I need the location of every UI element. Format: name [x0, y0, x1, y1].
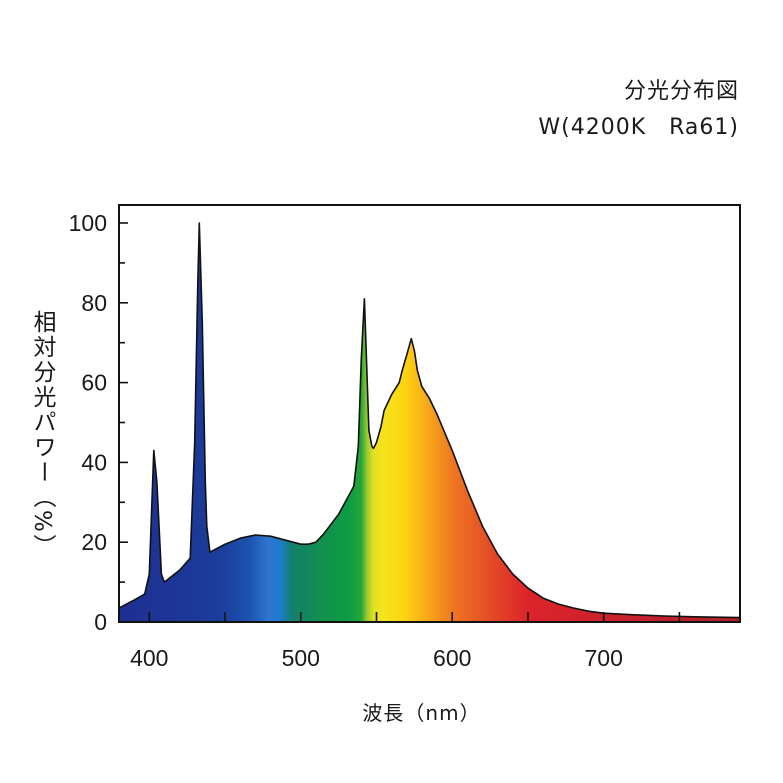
y-tick-label: 100	[69, 210, 107, 236]
axis-layer: 0 20 40 60 80 100 400 500 600 700	[69, 204, 741, 671]
y-tick-label: 20	[81, 529, 107, 555]
y-axis-label-wrap: 相対分光パワー（%）	[24, 310, 60, 570]
x-tick-label: 500	[282, 645, 320, 671]
title-block: 分光分布図 W(4200K Ra61)	[538, 74, 739, 146]
y-axis-label: 相対分光パワー（%）	[29, 310, 55, 559]
x-tick-label: 400	[130, 645, 168, 671]
plot-frame	[118, 204, 741, 623]
x-tick-label: 700	[584, 645, 622, 671]
chart-title: 分光分布図	[623, 79, 739, 104]
y-tick-label: 80	[81, 290, 107, 316]
x-tick-label: 600	[433, 645, 471, 671]
series-layer	[119, 222, 740, 622]
x-axis-label: 波長（nm）	[362, 701, 481, 725]
spectrum-area	[119, 222, 740, 622]
y-tick-label: 40	[81, 449, 107, 475]
y-tick-label: 60	[81, 370, 107, 396]
y-tick-label: 0	[94, 609, 107, 635]
chart-subtitle: W(4200K Ra61)	[538, 115, 739, 140]
